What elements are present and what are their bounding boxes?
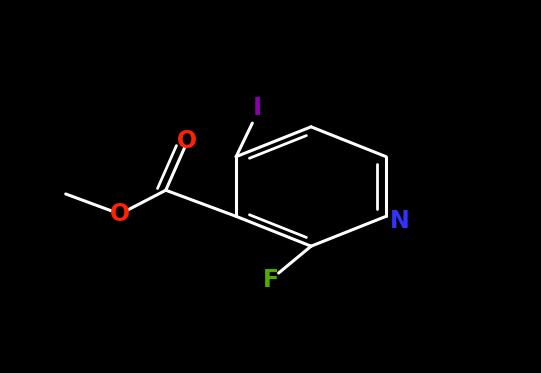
Text: F: F bbox=[262, 268, 279, 292]
Text: O: O bbox=[110, 203, 130, 226]
Text: N: N bbox=[390, 209, 410, 233]
Text: I: I bbox=[253, 96, 262, 120]
Text: O: O bbox=[177, 129, 197, 153]
